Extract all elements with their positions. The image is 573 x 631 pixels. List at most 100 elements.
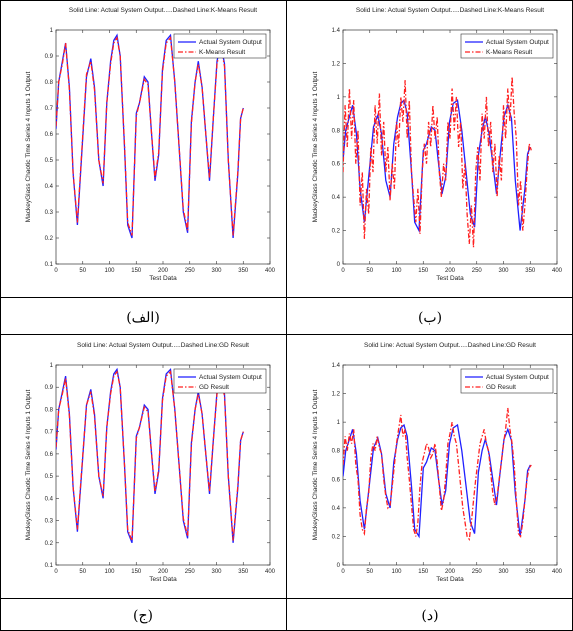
y-axis-label: MackeyGlass Chaotic Time Series 4 Inputs… [312,71,319,222]
x-tick-label: 0 [341,268,345,274]
y-tick-label: 0.6 [332,162,341,168]
legend-entry: Actual System Output [486,374,549,381]
x-tick-label: 150 [418,569,429,575]
y-tick-label: 0.6 [332,477,341,483]
series-actual-line [56,33,244,239]
legend-entry: K-Means Result [486,49,532,56]
y-tick-label: 0.6 [45,132,54,138]
y-tick-label: 0.4 [45,496,54,502]
y-tick-label: 1.4 [332,363,341,369]
legend-entry: K-Means Result [199,49,245,56]
y-tick-label: 0.4 [45,184,54,190]
x-tick-label: 250 [472,268,483,274]
legend-entry: Actual System Output [199,39,262,46]
plot-area [342,364,558,566]
legend-box [460,368,554,394]
x-tick-label: 350 [238,569,249,575]
x-axis-label: Test Data [436,275,464,282]
x-tick-label: 100 [104,268,115,274]
x-tick-label: 400 [552,268,563,274]
x-tick-label: 350 [238,268,249,274]
y-tick-label: 0.2 [332,534,341,540]
legend-box [173,33,267,59]
y-tick-label: 0.8 [45,80,54,86]
y-tick-label: 1.2 [332,392,341,398]
series-predicted-line [56,36,244,236]
x-tick-label: 0 [54,268,58,274]
y-tick-label: 0.9 [45,385,54,391]
y-tick-label: 0.1 [45,262,54,268]
legend-entry: GD Result [486,384,516,391]
series-actual-line [343,423,531,539]
y-axis-label: MackeyGlass Chaotic Time Series 4 Inputs… [312,389,319,540]
y-tick-label: 1 [50,363,54,369]
x-axis-label: Test Data [149,275,177,282]
chart-gd-clean: Solid Line: Actual System Output.....Das… [25,342,276,583]
y-tick-label: 1 [337,420,341,426]
chart-gd-noisy: Solid Line: Actual System Output.....Das… [312,342,563,583]
x-tick-label: 150 [418,268,429,274]
x-tick-label: 400 [265,569,276,575]
x-tick-label: 250 [472,569,483,575]
chart-title: Solid Line: Actual System Output.....Das… [77,342,249,349]
y-tick-label: 0.3 [45,519,54,525]
caption-dal: (د) [421,608,438,624]
x-axis-label: Test Data [436,576,464,583]
y-tick-label: 0.8 [332,449,341,455]
x-tick-label: 300 [211,268,222,274]
x-tick-label: 50 [79,569,86,575]
y-tick-label: 0.9 [45,54,54,60]
y-tick-label: 1.2 [332,61,341,67]
legend-entry: GD Result [199,384,229,391]
chart-kmeans-clean: Solid Line: Actual System Output.....Das… [25,7,276,282]
y-tick-label: 1.4 [332,28,341,34]
x-tick-label: 150 [131,268,142,274]
y-tick-label: 0.4 [332,195,341,201]
caption-alef: (الف) [126,310,160,326]
legend-entry: Actual System Output [486,39,549,46]
series-predicted-line [56,370,244,541]
chart-title: Solid Line: Actual System Output.....Das… [356,7,544,14]
x-tick-label: 50 [366,268,373,274]
x-tick-label: 400 [265,268,276,274]
legend-box [173,368,267,394]
x-tick-label: 350 [525,268,536,274]
x-tick-label: 250 [185,569,196,575]
x-tick-label: 350 [525,569,536,575]
x-tick-label: 200 [158,569,169,575]
y-tick-label: 0 [337,262,341,268]
x-tick-label: 150 [131,569,142,575]
x-tick-label: 50 [366,569,373,575]
x-tick-label: 0 [54,569,58,575]
y-tick-label: 0.2 [45,541,54,547]
y-tick-label: 0.2 [45,236,54,242]
legend-box [460,33,554,59]
y-tick-label: 1 [50,28,54,34]
x-axis-label: Test Data [149,576,177,583]
x-tick-label: 50 [79,268,86,274]
x-tick-label: 200 [445,268,456,274]
x-tick-label: 400 [552,569,563,575]
y-tick-label: 0.8 [45,407,54,413]
legend-entry: Actual System Output [199,374,262,381]
caption-be: (ب) [418,310,442,326]
y-tick-label: 0 [337,563,341,569]
series-actual-line [56,367,244,544]
y-tick-label: 0.8 [332,128,341,134]
y-tick-label: 0.7 [45,430,54,436]
x-tick-label: 100 [104,569,115,575]
x-tick-label: 300 [498,268,509,274]
x-tick-label: 200 [158,268,169,274]
y-tick-label: 0.4 [332,506,341,512]
y-axis-label: MackeyGlass Chaotic Time Series 4 Inputs… [25,389,32,540]
y-tick-label: 1 [337,95,341,101]
x-tick-label: 250 [185,268,196,274]
y-tick-label: 0.6 [45,452,54,458]
chart-kmeans-noisy: Solid Line: Actual System Output.....Das… [312,7,563,282]
chart-title: Solid Line: Actual System Output.....Das… [364,342,536,349]
x-tick-label: 200 [445,569,456,575]
y-tick-label: 0.5 [45,474,54,480]
x-tick-label: 100 [391,268,402,274]
caption-jim: (ج) [133,608,153,624]
